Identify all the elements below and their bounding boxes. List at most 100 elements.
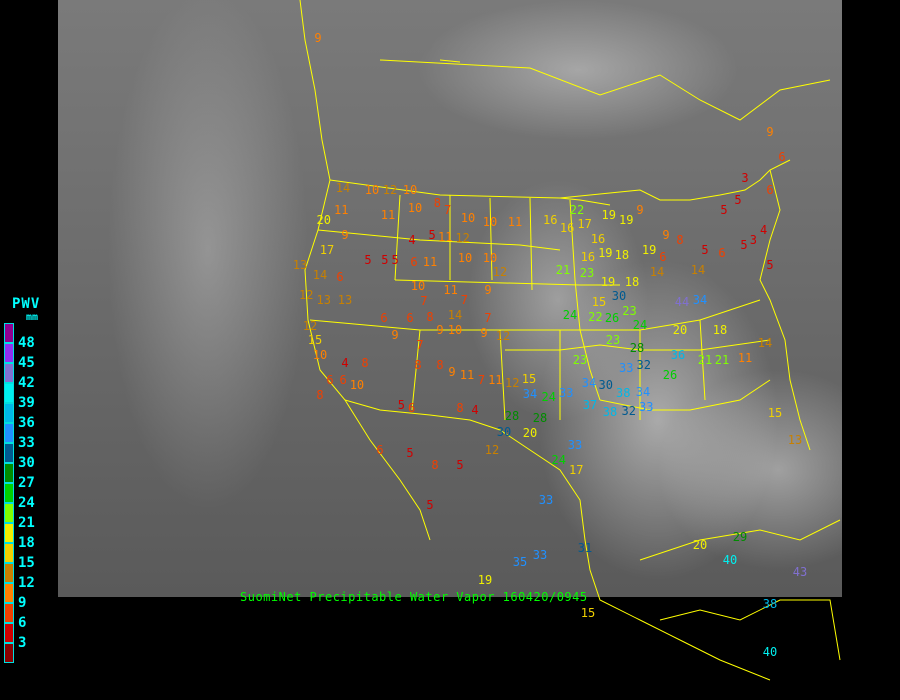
station-pwv-value: 11 [422,255,438,269]
station-pwv-value: 6 [336,270,344,284]
station-pwv-value: 23 [622,304,637,318]
station-pwv-value: 28 [629,341,645,355]
station-pwv-value: 10 [460,211,476,225]
legend-swatch [4,403,14,423]
station-pwv-value: 5 [426,498,434,512]
station-pwv-value: 18 [712,323,728,337]
legend-swatch [4,343,14,363]
station-pwv-value: 22 [588,309,603,324]
station-pwv-value: 30 [611,289,627,303]
boundary-line [344,399,771,681]
station-pwv-value: 13 [787,433,803,447]
station-pwv-value: 10 [410,278,426,293]
station-pwv-value: 12 [382,183,398,197]
legend-swatch [4,363,14,383]
station-pwv-value: 23 [605,333,621,347]
station-pwv-value: 8 [431,458,439,472]
station-pwv-value: 8 [316,388,324,402]
station-pwv-value: 10 [407,201,423,215]
station-pwv-value: 13 [337,293,353,307]
station-pwv-value: 11 [488,373,503,387]
station-pwv-value: 14 [312,268,328,282]
station-pwv-value: 8 [361,356,369,370]
station-pwv-value: 18 [624,274,640,289]
station-pwv-value: 26 [604,311,620,325]
legend-label: 6 [18,615,27,631]
station-pwv-value: 6 [326,373,334,387]
station-pwv-value: 38 [616,386,631,400]
legend-label: 42 [18,375,35,391]
station-pwv-value: 6 [376,443,384,457]
station-pwv-value: 12 [495,329,511,343]
station-pwv-value: 5 [720,203,728,217]
station-pwv-value: 18 [614,248,630,262]
legend-swatch [4,623,14,643]
station-pwv-value: 9 [436,323,444,337]
boundary-line [317,229,561,251]
satellite-map [58,0,842,597]
legend-label: 30 [18,455,35,471]
legend-swatch [4,383,14,403]
station-pwv-value: 33 [639,399,654,414]
station-pwv-value: 30 [496,425,512,439]
station-pwv-value: 13 [316,293,331,307]
station-pwv-value: 4 [341,356,349,370]
station-pwv-value: 5 [456,458,464,472]
station-pwv-value: 6 [718,246,726,260]
boundary-line [569,199,706,420]
station-pwv-value: 14 [335,181,351,195]
boundary-line [659,599,841,661]
station-pwv-value: 7 [444,203,452,217]
station-pwv-value: 6 [659,249,667,264]
station-pwv-value: 9 [662,228,670,242]
station-pwv-value: 5 [701,243,709,257]
station-pwv-value: 9 [480,325,488,340]
station-pwv-value: 32 [636,358,651,372]
station-pwv-value: 29 [732,530,748,544]
station-pwv-value: 24 [562,308,578,322]
station-pwv-value: 9 [766,125,774,139]
legend-swatch [4,643,14,663]
station-pwv-value: 33 [567,438,583,452]
station-pwv-value: 6 [380,311,388,325]
legend-unit: mm [26,312,39,323]
station-pwv-value: 16 [580,249,596,264]
legend-swatch [4,483,14,503]
station-pwv-value: 5 [397,398,405,412]
station-pwv-value: 15 [767,406,783,420]
boundary-line [759,169,811,451]
station-pwv-value: 10 [402,183,418,197]
station-pwv-value: 15 [521,372,537,386]
legend-swatch [4,423,14,443]
station-pwv-value: 19 [600,275,616,289]
station-pwv-value: 10 [312,347,328,362]
station-pwv-value: 14 [690,263,706,277]
station-pwv-value: 20 [522,425,538,440]
station-pwv-value: 19 [601,208,616,222]
station-pwv-value: 5 [406,446,414,460]
legend-label: 39 [18,395,35,411]
station-pwv-value: 21 [555,263,571,277]
station-pwv-value: 12 [484,443,500,457]
station-pwv-value: 5 [734,193,742,207]
station-pwv-value: 19 [477,573,493,587]
legend-label: 36 [18,415,35,431]
station-pwv-value: 5 [381,253,389,267]
legend-swatch [4,463,14,483]
station-pwv-value: 19 [619,213,634,227]
station-pwv-value: 40 [762,645,778,659]
station-pwv-value: 17 [319,243,335,257]
boundary-line [379,59,831,121]
legend-label: 18 [18,535,35,551]
station-pwv-value: 28 [532,410,548,425]
station-pwv-value: 8 [414,358,422,372]
station-pwv-value: 44 [674,295,690,309]
station-pwv-value: 5 [364,253,372,267]
boundary-line [394,279,620,286]
boundary-line [639,519,841,561]
station-pwv-value: 11 [507,215,523,229]
station-pwv-value: 11 [380,208,396,222]
station-pwv-value: 17 [577,217,592,232]
station-pwv-value: 12 [492,265,508,279]
boundary-line [599,379,771,411]
